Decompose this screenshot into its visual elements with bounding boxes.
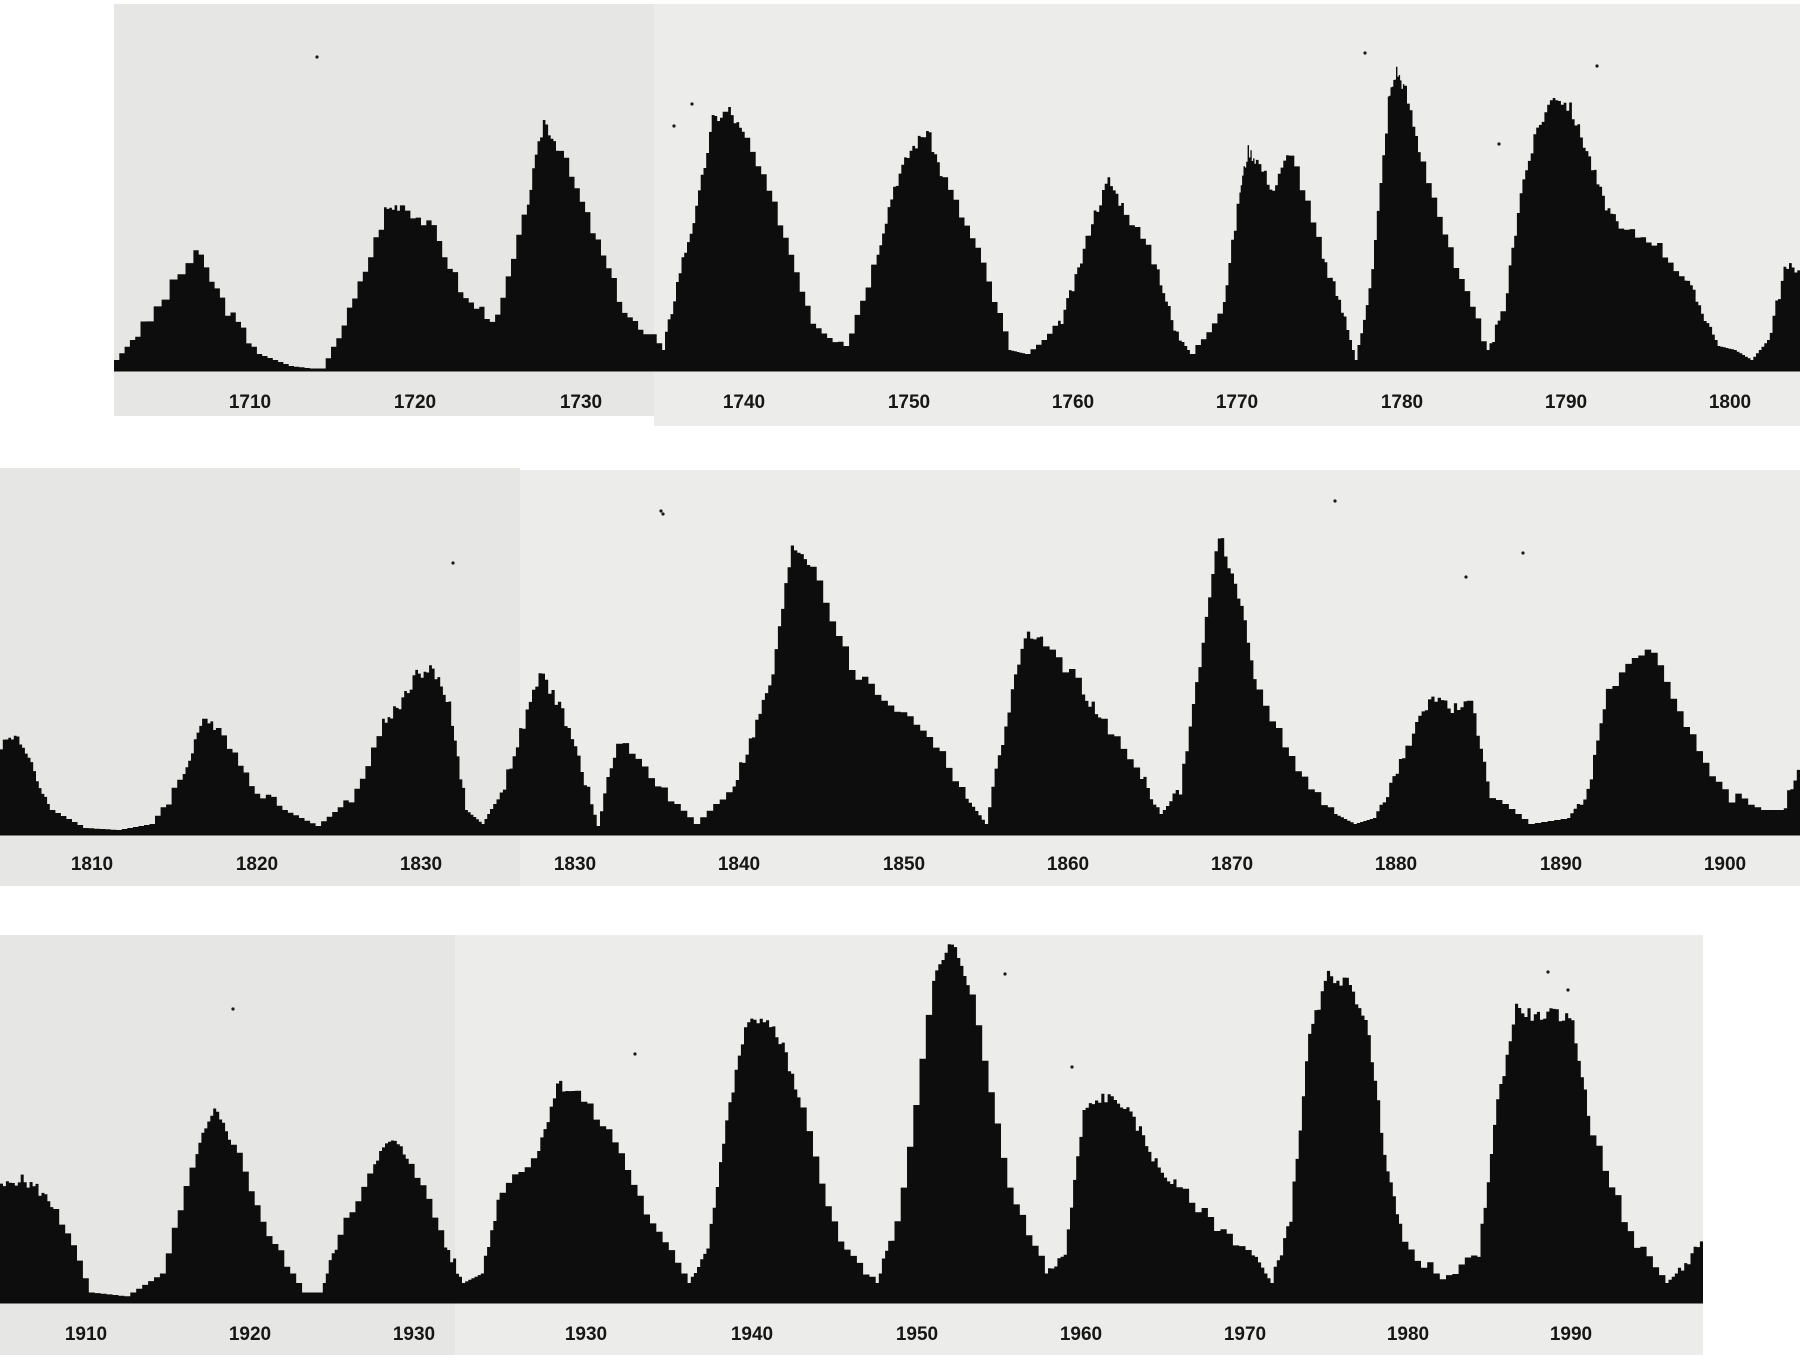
x-tick-label: 1910: [65, 1324, 107, 1345]
x-tick-label: 1760: [1052, 392, 1094, 413]
sunspot-area-series: [114, 66, 1800, 370]
x-tick-label: 1990: [1550, 1324, 1592, 1345]
x-tick-label: 1840: [718, 854, 760, 875]
x-tick-label: 1830: [554, 854, 596, 875]
x-tick-label: 1780: [1381, 392, 1423, 413]
x-tick-label: 1770: [1216, 392, 1258, 413]
x-tick-label: 1960: [1060, 1324, 1102, 1345]
x-tick-label: 1920: [229, 1324, 271, 1345]
x-tick-label: 1880: [1375, 854, 1417, 875]
chart-strip-2: 1810 1820 1830 1830 1840 1850 1860 1870 1880 1890…: [0, 499, 1800, 875]
x-tick-label: 1790: [1545, 392, 1587, 413]
sunspot-area-series: [0, 538, 1800, 834]
x-tick-label: 1730: [560, 392, 602, 413]
x-tick-label: 1740: [723, 392, 765, 413]
print-speck: [1566, 988, 1570, 992]
print-speck: [1070, 1065, 1074, 1069]
print-speck: [1521, 551, 1525, 555]
x-tick-label: 1800: [1709, 392, 1751, 413]
print-speck: [1595, 64, 1599, 68]
x-tick-label: 1860: [1047, 854, 1089, 875]
x-tick-label: 1850: [883, 854, 925, 875]
x-tick-label: 1940: [731, 1324, 773, 1345]
print-speck: [690, 102, 694, 106]
x-tick-label: 1830: [400, 854, 442, 875]
x-tick-label: 1750: [888, 392, 930, 413]
print-speck: [1333, 499, 1337, 503]
chart-strip-1: 1710 1720 1730 1740 1750 1760 1770 1780 1790 1800: [114, 51, 1800, 413]
x-tick-label: 1870: [1211, 854, 1253, 875]
chart-strip-3: 1910 1920 1930 1930 1940 1950 1960 1970 1980 1990: [0, 944, 1703, 1345]
print-speck: [633, 1052, 637, 1056]
print-speck: [1363, 51, 1367, 55]
print-speck: [1464, 575, 1468, 579]
x-tick-label: 1710: [229, 392, 271, 413]
x-tick-label: 1720: [394, 392, 436, 413]
print-speck: [231, 1007, 235, 1011]
print-speck: [1546, 970, 1550, 974]
x-tick-label: 1930: [393, 1324, 435, 1345]
x-tick-label: 1930: [565, 1324, 607, 1345]
x-tick-label: 1810: [71, 854, 113, 875]
print-speck: [659, 509, 663, 513]
print-speck: [661, 512, 665, 516]
x-tick-label: 1980: [1387, 1324, 1429, 1345]
x-tick-label: 1900: [1704, 854, 1746, 875]
sunspot-area-series: [0, 944, 1703, 1302]
x-tick-label: 1950: [896, 1324, 938, 1345]
print-speck: [1003, 972, 1007, 976]
print-speck: [1497, 142, 1501, 146]
print-speck: [672, 124, 676, 128]
x-tick-label: 1970: [1224, 1324, 1266, 1345]
print-speck: [451, 561, 455, 565]
print-speck: [315, 55, 319, 59]
x-tick-label: 1890: [1540, 854, 1582, 875]
x-tick-label: 1820: [236, 854, 278, 875]
